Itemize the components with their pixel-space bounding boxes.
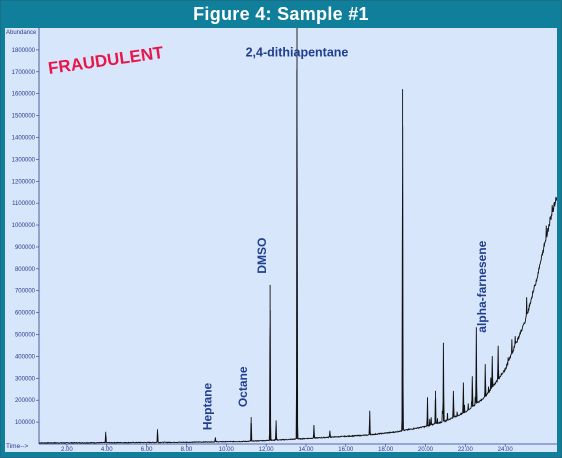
chromatogram-trace	[38, 28, 557, 444]
y-tick-label: 1400000	[12, 135, 36, 141]
y-tick-label: 500000	[15, 333, 36, 339]
y-tick-label: 700000	[15, 289, 36, 295]
y-tick-label: 100000	[15, 420, 36, 426]
x-tick-label: 20.00	[418, 447, 434, 452]
y-tick-label: 900000	[15, 245, 36, 251]
x-tick-label: 18.00	[378, 447, 394, 452]
peak-label: Heptane	[200, 382, 214, 430]
y-tick-label: 300000	[15, 376, 36, 382]
x-tick-label: 16.00	[338, 447, 354, 452]
y-tick-label: 1300000	[12, 157, 36, 163]
peak-label: alpha-farnesene	[475, 240, 489, 332]
figure-title: Figure 4: Sample #1	[193, 4, 369, 24]
x-tick-label: 8.00	[181, 447, 193, 452]
y-tick-label: 1500000	[12, 114, 36, 120]
y-tick-label: 1800000	[12, 48, 36, 54]
x-axis: 2.00 4.00 6.00 8.00 10.00 12.00 14.00 16.00 18.0…	[61, 444, 513, 452]
x-tick-label: 6.00	[141, 447, 153, 452]
y-tick-label: 1000000	[12, 223, 36, 229]
fraudulent-stamp: FRAUDULENT	[47, 43, 165, 78]
y-tick-label: 200000	[15, 398, 36, 404]
y-tick-label: 400000	[15, 354, 36, 360]
x-axis-label: Time-->	[6, 443, 29, 450]
x-tick-label: 12.00	[259, 447, 275, 452]
x-tick-label: 22.00	[458, 447, 474, 452]
y-tick-label: 1100000	[12, 201, 36, 207]
chromatogram-chart: 100000 200000 300000 400000 500000 600000 7000…	[6, 28, 557, 452]
y-tick-label: 800000	[15, 267, 36, 273]
x-tick-label: 2.00	[61, 447, 73, 452]
peak-label: 2,4-dithiapentane	[246, 45, 349, 59]
y-axis: 100000 200000 300000 400000 500000 600000 7000…	[12, 48, 39, 426]
x-tick-label: 4.00	[101, 447, 113, 452]
plot-area: 100000 200000 300000 400000 500000 600000 7000…	[5, 28, 557, 452]
y-tick-label: 1600000	[12, 92, 36, 98]
y-tick-label: 1700000	[12, 70, 36, 76]
y-tick-label: 600000	[15, 311, 36, 317]
peak-label: DMSO	[255, 238, 269, 274]
x-tick-label: 24.00	[498, 447, 514, 452]
peak-annotations: 2,4-dithiapentane Heptane Octane DMSO alpha-…	[200, 45, 489, 430]
axis-frame	[38, 28, 557, 445]
x-tick-label: 10.00	[219, 447, 235, 452]
y-tick-label: 1200000	[12, 179, 36, 185]
y-axis-label: Abundance	[6, 30, 37, 36]
peak-label: Octane	[236, 366, 250, 407]
x-tick-label: 14.00	[298, 447, 314, 452]
